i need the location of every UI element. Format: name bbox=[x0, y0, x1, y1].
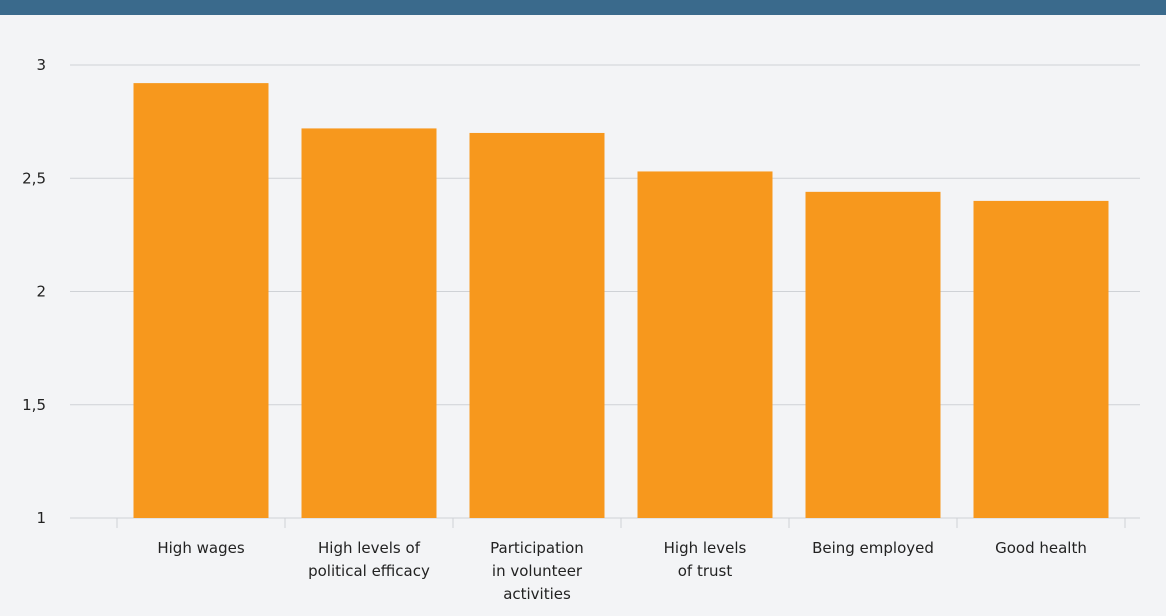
y-tick-label: 1,5 bbox=[22, 396, 46, 414]
x-category-label: Participation in volunteer activities bbox=[490, 539, 584, 603]
x-category-label: Good health bbox=[995, 539, 1087, 557]
y-axis-ticks: 1 1,5 2 2,5 3 bbox=[22, 56, 46, 527]
y-tick-label: 2 bbox=[36, 283, 46, 301]
y-tick-label: 2,5 bbox=[22, 169, 46, 187]
bar bbox=[637, 171, 773, 518]
bars bbox=[133, 83, 1109, 519]
y-tick-label: 1 bbox=[36, 509, 46, 527]
grid-lines bbox=[70, 64, 1140, 519]
bar bbox=[133, 83, 269, 519]
x-axis-ticks bbox=[116, 518, 1126, 528]
bar bbox=[301, 128, 437, 519]
top-banner bbox=[0, 0, 1166, 15]
bar bbox=[805, 191, 941, 518]
bar bbox=[469, 132, 605, 518]
x-category-label: High wages bbox=[157, 539, 244, 557]
x-category-label: High levels of political efficacy bbox=[308, 539, 430, 580]
category-labels: High wages High levels of political effica… bbox=[157, 539, 1087, 603]
x-category-label: Being employed bbox=[812, 539, 934, 557]
x-category-label: High levels of trust bbox=[664, 539, 747, 580]
y-tick-label: 3 bbox=[36, 56, 46, 74]
bar bbox=[973, 200, 1109, 518]
